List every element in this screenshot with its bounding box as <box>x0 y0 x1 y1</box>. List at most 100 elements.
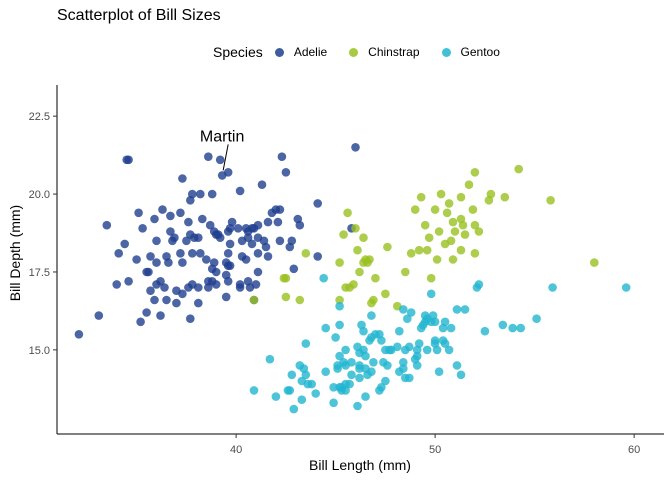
point-adelie <box>257 180 267 189</box>
point-gentoo <box>412 351 422 361</box>
point-adelie <box>313 199 323 208</box>
point-adelie <box>186 314 195 324</box>
point-adelie <box>235 186 245 196</box>
point-chinstrap <box>339 230 348 239</box>
legend-item-gentoo: Gentoo <box>441 45 500 59</box>
point-adelie <box>223 277 233 286</box>
point-gentoo <box>432 345 442 355</box>
point-gentoo <box>353 401 362 411</box>
point-chinstrap <box>448 217 458 227</box>
point-adelie <box>251 280 261 289</box>
point-adelie <box>223 249 233 258</box>
point-adelie <box>166 227 175 236</box>
point-adelie <box>223 168 233 177</box>
y-tick-label: 15.0 <box>29 345 50 357</box>
point-adelie <box>138 224 147 233</box>
point-adelie <box>211 267 221 277</box>
x-tick-label: 50 <box>429 444 441 456</box>
point-gentoo <box>422 345 432 355</box>
point-adelie <box>176 249 185 258</box>
point-adelie <box>295 220 305 230</box>
legend-label-chinstrap: Chinstrap <box>368 45 420 59</box>
point-chinstrap <box>470 220 480 230</box>
point-chinstrap <box>514 164 523 174</box>
point-chinstrap <box>470 249 480 258</box>
point-chinstrap <box>468 205 478 214</box>
chart-title: Scatterplot of Bill Sizes <box>57 7 221 24</box>
point-gentoo <box>548 283 557 292</box>
point-gentoo <box>460 305 470 314</box>
point-adelie <box>313 252 323 261</box>
point-gentoo <box>335 351 344 361</box>
point-gentoo <box>335 320 344 330</box>
point-chinstrap <box>432 255 442 264</box>
point-chinstrap <box>448 255 458 264</box>
point-gentoo <box>265 354 275 364</box>
point-chinstrap <box>359 233 368 242</box>
legend-label-adelie: Adelie <box>293 45 328 59</box>
point-chinstrap <box>301 249 311 258</box>
y-tick-label: 17.5 <box>29 267 50 279</box>
point-chinstrap <box>474 227 484 236</box>
point-chinstrap <box>450 227 460 236</box>
point-gentoo <box>446 323 456 333</box>
point-gentoo <box>329 383 338 392</box>
point-adelie <box>209 258 219 267</box>
point-gentoo <box>405 373 414 383</box>
point-chinstrap <box>464 180 474 189</box>
point-gentoo <box>430 336 440 345</box>
point-gentoo <box>301 339 311 348</box>
point-chinstrap <box>353 245 362 255</box>
axis-ticks: 40 50 60 15.0 17.5 20.0 22.5 <box>29 111 641 456</box>
point-adelie <box>120 239 129 249</box>
point-adelie <box>164 258 173 267</box>
point-adelie <box>221 292 231 302</box>
point-gentoo <box>456 370 466 380</box>
point-gentoo <box>311 389 321 398</box>
point-chinstrap <box>486 189 496 199</box>
point-adelie <box>152 258 161 267</box>
legend-swatch-gentoo <box>441 47 451 57</box>
legend: Species Adelie Chinstrap Gentoo <box>213 44 522 60</box>
point-adelie <box>124 155 133 165</box>
point-adelie <box>275 205 285 214</box>
point-chinstrap <box>401 267 410 277</box>
point-adelie <box>215 233 225 242</box>
point-adelie <box>146 252 155 261</box>
point-adelie <box>277 152 287 161</box>
y-tick-label: 22.5 <box>29 111 50 123</box>
point-adelie <box>178 258 187 267</box>
point-gentoo <box>444 345 454 355</box>
point-gentoo <box>452 361 462 370</box>
point-gentoo <box>498 320 508 330</box>
y-tick-label: 20.0 <box>29 189 50 201</box>
point-chinstrap <box>416 192 426 202</box>
point-chinstrap <box>343 208 352 218</box>
point-gentoo <box>426 289 436 299</box>
point-gentoo <box>406 308 416 317</box>
point-adelie <box>194 233 203 242</box>
point-chinstrap <box>458 220 468 230</box>
point-adelie <box>152 236 161 246</box>
point-gentoo <box>399 364 408 373</box>
point-chinstrap <box>424 233 434 242</box>
point-adelie <box>158 205 167 214</box>
point-adelie <box>144 267 153 277</box>
point-gentoo <box>321 323 331 333</box>
point-gentoo <box>440 339 450 348</box>
point-adelie <box>215 155 225 165</box>
point-chinstrap <box>420 220 430 230</box>
point-adelie <box>253 249 263 258</box>
point-adelie <box>253 267 263 277</box>
point-gentoo <box>434 367 444 377</box>
annotation-leader-line <box>222 144 229 171</box>
point-adelie <box>132 255 141 264</box>
point-adelie <box>178 174 187 183</box>
point-chinstrap <box>406 249 416 258</box>
point-gentoo <box>381 376 390 386</box>
point-adelie <box>150 214 159 224</box>
point-adelie <box>204 283 213 292</box>
legend-item-adelie: Adelie <box>274 45 328 59</box>
point-adelie <box>166 211 175 221</box>
